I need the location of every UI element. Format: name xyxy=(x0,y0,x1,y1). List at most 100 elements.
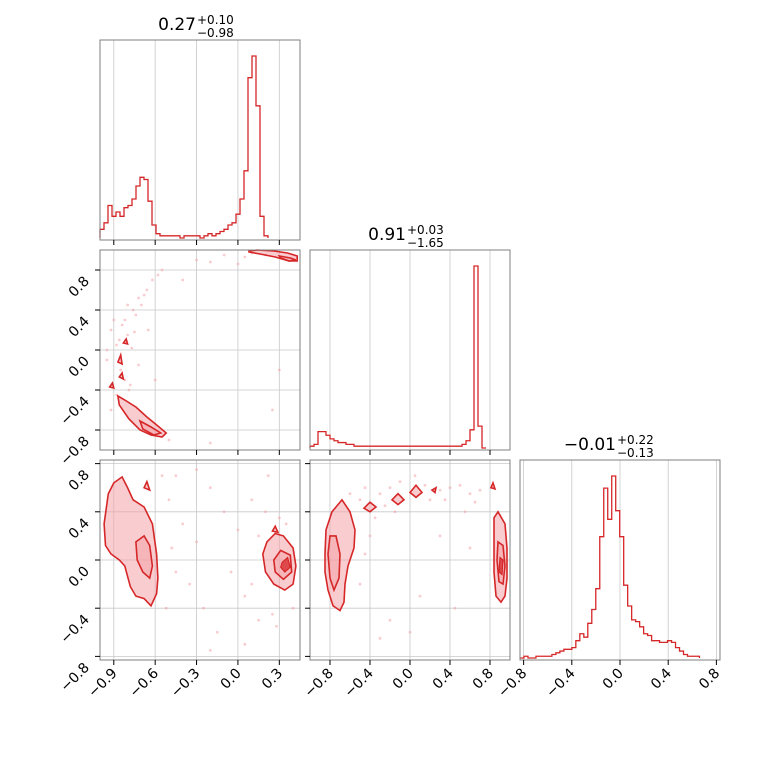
scatter-point xyxy=(275,624,278,628)
scatter-point xyxy=(208,486,212,490)
scatter-point xyxy=(156,273,160,277)
contour-core-p0-p2 xyxy=(280,556,291,573)
scatter-point xyxy=(139,303,143,307)
x-tick-label: 0.0 xyxy=(390,666,417,693)
scatter-point xyxy=(115,343,118,347)
scatter-point xyxy=(117,338,121,342)
scatter-point xyxy=(146,328,150,332)
x-tick-label: 0.8 xyxy=(470,666,497,693)
x-tick-label: −0.4 xyxy=(543,665,578,700)
scatter-point xyxy=(243,642,247,646)
x-tick-label: 0.0 xyxy=(218,666,245,693)
contour-outer-p0-p1 xyxy=(116,351,124,366)
scatter-point xyxy=(126,303,129,307)
panel-frame-0-0 xyxy=(99,39,301,241)
scatter-point xyxy=(243,594,247,598)
x-tick-label: −0.3 xyxy=(168,666,203,701)
scatter-point xyxy=(119,368,123,372)
scatter-point xyxy=(236,528,240,532)
scatter-point xyxy=(423,483,427,487)
y-tick-label: 0.0 xyxy=(66,564,93,591)
contour-outer-p0-p2 xyxy=(143,479,152,492)
scatter-point xyxy=(348,492,352,496)
contour-outer-p1-p2 xyxy=(430,486,438,494)
title-median-p1: 0.91 xyxy=(368,225,406,245)
title-plus-p1: +0.03 xyxy=(407,223,444,237)
scatter-point xyxy=(418,594,422,598)
scatter-point xyxy=(229,570,233,574)
scatter-point xyxy=(266,474,270,478)
y-tick-label: 0.8 xyxy=(66,467,93,494)
scatter-point xyxy=(128,383,132,387)
scatter-point xyxy=(363,552,367,556)
scatter-point xyxy=(222,253,226,257)
scatter-point xyxy=(271,408,274,412)
scatter-point xyxy=(443,498,447,502)
histogram-p0 xyxy=(99,55,269,239)
scatter-point xyxy=(120,323,124,327)
scatter-point xyxy=(170,546,174,550)
scatter-point xyxy=(468,492,472,496)
scatter-point xyxy=(153,378,157,382)
scatter-point xyxy=(127,388,131,392)
scatter-point xyxy=(291,606,295,610)
scatter-point xyxy=(109,408,113,412)
scatter-point xyxy=(109,328,113,332)
x-tick-label: 0.4 xyxy=(430,665,457,692)
contour-inner-p1-p2 xyxy=(327,535,341,593)
scatter-point xyxy=(164,606,168,610)
scatter-point xyxy=(137,363,141,367)
scatter-point xyxy=(142,293,146,297)
scatter-point xyxy=(208,441,212,445)
title-plus-p2: +0.22 xyxy=(617,433,654,447)
scatter-point xyxy=(145,288,149,292)
scatter-point xyxy=(277,516,281,520)
scatter-point xyxy=(358,498,362,502)
contour-outer-p1-p2 xyxy=(362,501,378,513)
y-tick-label: 0.4 xyxy=(66,313,93,340)
contour-inner-p0-p2 xyxy=(135,534,154,580)
scatter-point xyxy=(438,534,442,538)
scatter-point xyxy=(264,510,267,514)
x-tick-label: 0.0 xyxy=(600,666,627,693)
scatter-point xyxy=(448,486,452,490)
contour-outer-p0-p1 xyxy=(122,337,129,346)
title-median-p2: −0.01 xyxy=(564,435,616,455)
scatter-point xyxy=(438,488,442,492)
scatter-point xyxy=(167,498,171,502)
scatter-point xyxy=(368,534,372,538)
scatter-point xyxy=(123,318,127,322)
scatter-point xyxy=(137,296,141,300)
x-tick-label: −0.6 xyxy=(127,665,162,700)
scatter-point xyxy=(174,474,178,478)
scatter-point xyxy=(130,346,134,350)
scatter-point xyxy=(188,582,192,586)
y-tick-label: 0.8 xyxy=(66,274,93,301)
scatter-point xyxy=(243,255,247,259)
histogram-p1 xyxy=(309,265,486,449)
title-minus-p2: −0.13 xyxy=(617,446,654,460)
scatter-point xyxy=(393,510,397,514)
scatter-point xyxy=(134,313,138,317)
y-tick-label: −0.4 xyxy=(57,393,92,428)
scatter-point xyxy=(195,258,198,262)
scatter-point xyxy=(126,333,129,337)
contour-core-p1-p2 xyxy=(498,556,504,576)
scatter-point xyxy=(131,308,135,312)
scatter-point xyxy=(181,522,185,526)
scatter-point xyxy=(250,582,254,586)
contour-outer-p0-p1 xyxy=(118,371,125,381)
scatter-point xyxy=(160,268,164,272)
scatter-point xyxy=(408,630,412,634)
scatter-point xyxy=(388,618,392,622)
x-tick-label: 0.3 xyxy=(259,666,286,693)
x-tick-label: −0.4 xyxy=(341,665,376,700)
scatter-point xyxy=(257,618,261,622)
scatter-point xyxy=(378,636,382,640)
scatter-point xyxy=(195,468,198,472)
scatter-point xyxy=(236,262,240,266)
scatter-point xyxy=(463,510,467,514)
contour-outer-p1-p2 xyxy=(408,484,424,499)
scatter-point xyxy=(202,606,205,610)
